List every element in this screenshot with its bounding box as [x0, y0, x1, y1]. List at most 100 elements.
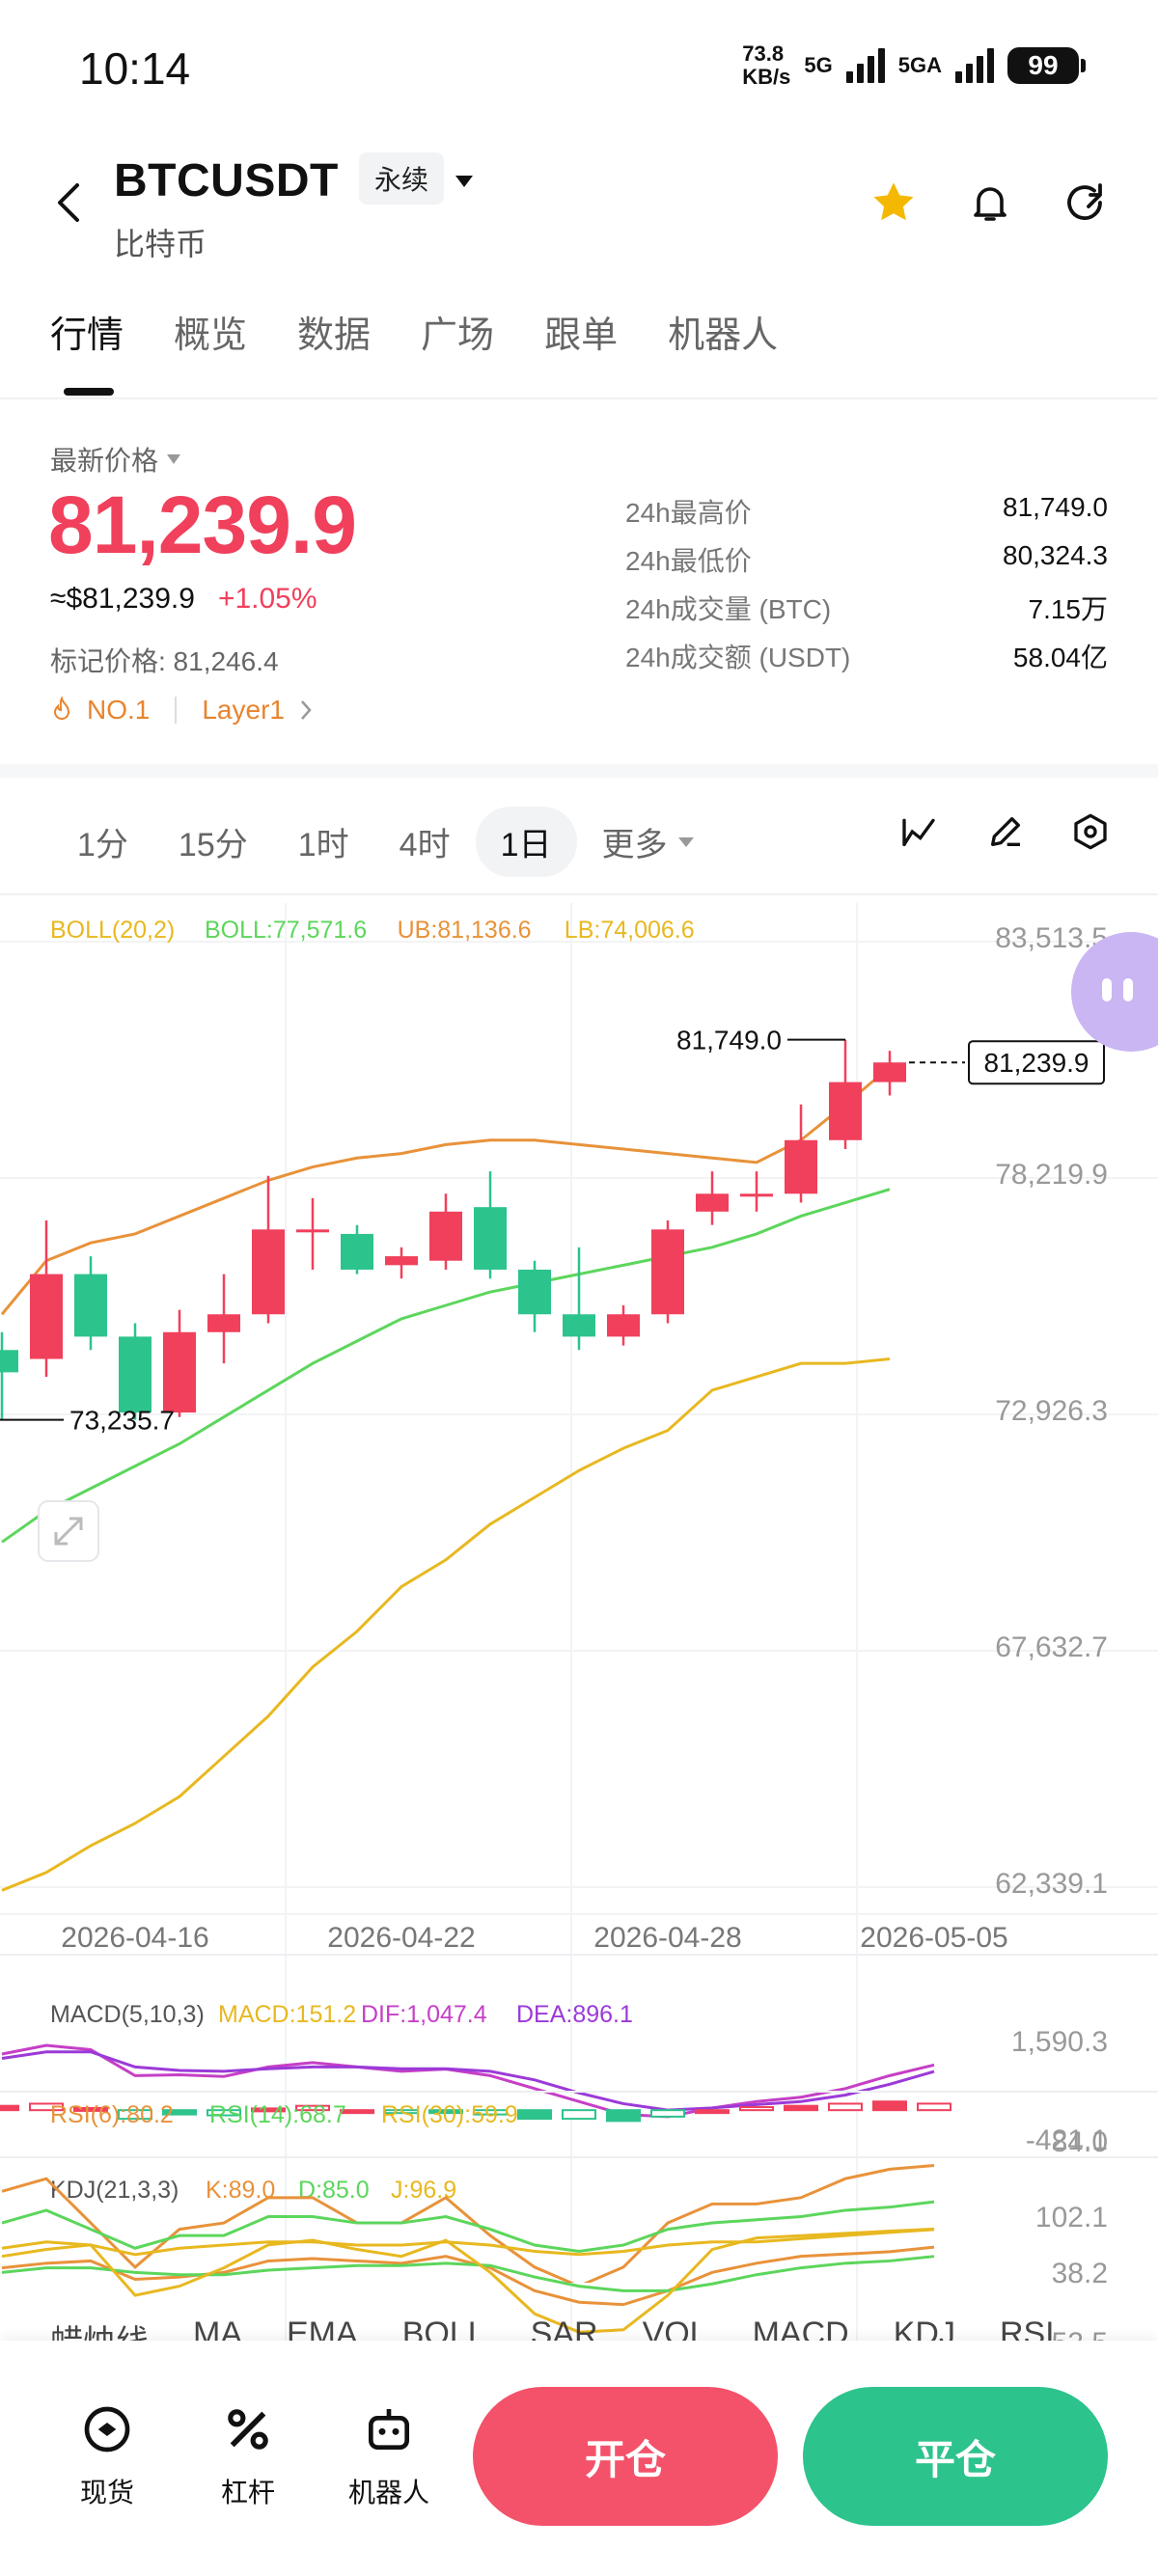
back-icon[interactable]	[50, 174, 89, 232]
low-marker-label: 73,235.7	[69, 1406, 175, 1436]
interval-more[interactable]: 更多	[602, 818, 695, 865]
interval-1d[interactable]: 1日	[475, 807, 577, 877]
interval-1m[interactable]: 1分	[77, 827, 128, 863]
candle-body	[518, 1269, 551, 1315]
candle-body	[207, 1314, 240, 1332]
rank-tag[interactable]: NO.1	[87, 695, 151, 725]
macd-dif-line	[1, 2043, 935, 2119]
open-position-button[interactable]: 开仓	[473, 2387, 778, 2526]
x-tick-label: 2026-04-16	[61, 1922, 208, 1954]
tab-market[interactable]: 行情	[50, 315, 124, 356]
category-tag[interactable]: Layer1	[202, 695, 285, 725]
rsi6-line	[1, 2163, 935, 2283]
macd-hist-bar	[739, 2106, 774, 2112]
spot-icon	[84, 2406, 130, 2453]
tab-bots[interactable]: 机器人	[668, 315, 779, 356]
star-icon[interactable]	[867, 176, 921, 230]
macd-legend-item: DIF:1,047.4	[361, 2001, 487, 2028]
latest-price-label[interactable]: 最新价格	[50, 440, 181, 479]
y-tick-label: 62,339.1	[995, 1868, 1108, 1900]
kdj-legend-item: KDJ(21,3,3)	[50, 2177, 179, 2204]
rsi14-line	[1, 2200, 935, 2254]
kdj-y-tick: 52.5	[1052, 2327, 1108, 2341]
rsi-panel: RSI(6):80.2 RSI(14):68.7 RSI(30):59.9 84.0	[0, 2091, 1158, 2283]
rsi-legend-item: RSI(6):80.2	[50, 2101, 174, 2128]
tab-data[interactable]: 数据	[297, 315, 372, 356]
nav-spot[interactable]: 现货	[54, 2402, 160, 2510]
symbol-title[interactable]: BTCUSDT	[114, 155, 339, 206]
interval-15m[interactable]: 15分	[178, 827, 248, 863]
interval-4h[interactable]: 4时	[399, 827, 451, 863]
y-tick-label: 83,513.5	[995, 922, 1108, 954]
main-tabs: 行情 概览 数据 广场 跟单 机器人	[50, 305, 778, 358]
boll-upper-line	[0, 1065, 891, 1316]
kdj-y-tick: 102.1	[1035, 2202, 1108, 2233]
rsi30-line	[1, 2228, 935, 2257]
tab-copy-trade[interactable]: 跟单	[544, 315, 619, 356]
indicator-icon[interactable]	[894, 807, 944, 857]
candle-body	[296, 1229, 329, 1233]
draw-icon[interactable]	[980, 807, 1031, 857]
macd-y-tick: -421.1	[1026, 2124, 1108, 2156]
candle-body	[0, 1350, 18, 1373]
close-position-button[interactable]: 平仓	[803, 2387, 1108, 2526]
chevron-down-icon[interactable]	[454, 174, 475, 194]
macd-hist-bar	[162, 2109, 197, 2116]
macd-hist-bar	[118, 2109, 152, 2121]
macd-hist-bar	[828, 2102, 863, 2112]
tags-row: NO.1 Layer1	[50, 695, 314, 726]
candle-body	[74, 1274, 107, 1337]
kdj-d-line	[1, 2255, 935, 2292]
macd-legend-item: DEA:896.1	[516, 2001, 633, 2028]
bell-icon[interactable]	[963, 176, 1017, 230]
24h-stats: 24h最高价 81,749.0 24h最低价 80,324.3 24h成交量 (BT…	[625, 492, 1108, 672]
kdj-k-line	[1, 2245, 935, 2307]
status-time: 10:14	[79, 43, 191, 94]
boll-mid-line	[1, 1188, 891, 1544]
fire-icon	[53, 697, 70, 720]
tab-overview[interactable]: 概览	[174, 315, 248, 356]
boll-legend-item: LB:74,006.6	[565, 917, 695, 944]
chart-settings-icon[interactable]	[1065, 807, 1116, 857]
macd-hist-bar	[0, 2104, 19, 2112]
tab-square[interactable]: 广场	[421, 315, 495, 356]
macd-hist-bar	[917, 2102, 951, 2112]
macd-hist-bar	[251, 2107, 286, 2113]
contract-type-chip[interactable]: 永续	[359, 152, 445, 205]
net-type-5ga: 5GA	[897, 53, 942, 77]
share-icon[interactable]	[1058, 176, 1112, 230]
chevron-right-icon	[301, 700, 312, 720]
rsi-y-tick: 84.0	[1052, 2126, 1108, 2158]
last-price-label: 81,239.9	[984, 1048, 1089, 1078]
price-change: +1.05%	[217, 583, 317, 615]
macd-hist-bar	[29, 2102, 64, 2112]
candle-body	[829, 1082, 862, 1140]
net-type-5g: 5G	[804, 53, 833, 77]
price-chart[interactable]: 83,513.5 78,219.9 72,926.3 67,632.7 62,339.1…	[0, 893, 1158, 2341]
status-icons: 73.8 KB/s 5G 5GA 99	[742, 42, 1086, 89]
interval-1h[interactable]: 1时	[297, 827, 349, 863]
candle-body	[163, 1331, 196, 1413]
last-price-box	[968, 1040, 1105, 1085]
expand-icon	[54, 1517, 83, 1546]
nav-leverage[interactable]: 杠杆	[195, 2402, 301, 2510]
macd-legend-item: MACD(5,10,3)	[50, 2001, 205, 2028]
nav-robot[interactable]: 机器人	[336, 2402, 442, 2510]
y-tick-label: 78,219.9	[995, 1159, 1108, 1191]
interval-bar: 1分 15分 1时 4时 1日 更多	[77, 807, 745, 877]
assistant-bubble-icon	[1071, 932, 1158, 1052]
macd-dea-line	[1, 2050, 935, 2112]
candle-body	[607, 1314, 640, 1337]
rsi-legend-item: RSI(14):68.7	[209, 2101, 346, 2128]
coin-name: 比特币	[114, 227, 207, 261]
kdj-j-line	[1, 2227, 935, 2334]
x-tick-label: 2026-05-05	[860, 1922, 1007, 1954]
assistant-eye	[1123, 978, 1133, 1001]
signal-icon-2	[955, 48, 994, 83]
signal-icon	[845, 48, 885, 83]
macd-hist-bar	[606, 2109, 641, 2123]
macd-hist-bar	[473, 2109, 508, 2116]
macd-hist-bar	[562, 2109, 596, 2121]
boll-legend-item: BOLL(20,2)	[50, 917, 175, 944]
candle-body	[119, 1336, 152, 1413]
